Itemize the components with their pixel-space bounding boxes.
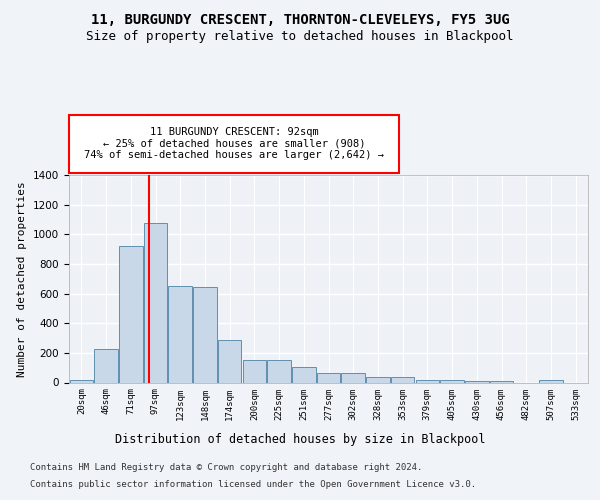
Bar xyxy=(218,340,241,382)
Bar xyxy=(366,378,389,382)
Bar xyxy=(268,360,291,382)
Text: Size of property relative to detached houses in Blackpool: Size of property relative to detached ho… xyxy=(86,30,514,43)
Bar xyxy=(440,380,464,382)
Text: 11, BURGUNDY CRESCENT, THORNTON-CLEVELEYS, FY5 3UG: 11, BURGUNDY CRESCENT, THORNTON-CLEVELEY… xyxy=(91,12,509,26)
Bar xyxy=(242,360,266,382)
Text: Contains public sector information licensed under the Open Government Licence v3: Contains public sector information licen… xyxy=(30,480,476,489)
Bar xyxy=(119,246,143,382)
Bar xyxy=(169,286,192,382)
Text: 11 BURGUNDY CRESCENT: 92sqm
← 25% of detached houses are smaller (908)
74% of se: 11 BURGUNDY CRESCENT: 92sqm ← 25% of det… xyxy=(84,127,384,160)
Bar xyxy=(94,349,118,382)
Bar xyxy=(341,373,365,382)
Bar xyxy=(416,380,439,382)
Bar xyxy=(539,380,563,382)
Y-axis label: Number of detached properties: Number of detached properties xyxy=(17,181,28,376)
Bar xyxy=(317,373,340,382)
Bar xyxy=(70,380,93,382)
Bar xyxy=(391,378,415,382)
Bar xyxy=(490,380,513,382)
Bar xyxy=(144,223,167,382)
Bar xyxy=(465,380,488,382)
Text: Contains HM Land Registry data © Crown copyright and database right 2024.: Contains HM Land Registry data © Crown c… xyxy=(30,462,422,471)
Text: Distribution of detached houses by size in Blackpool: Distribution of detached houses by size … xyxy=(115,432,485,446)
Bar xyxy=(193,287,217,382)
Bar xyxy=(292,367,316,382)
